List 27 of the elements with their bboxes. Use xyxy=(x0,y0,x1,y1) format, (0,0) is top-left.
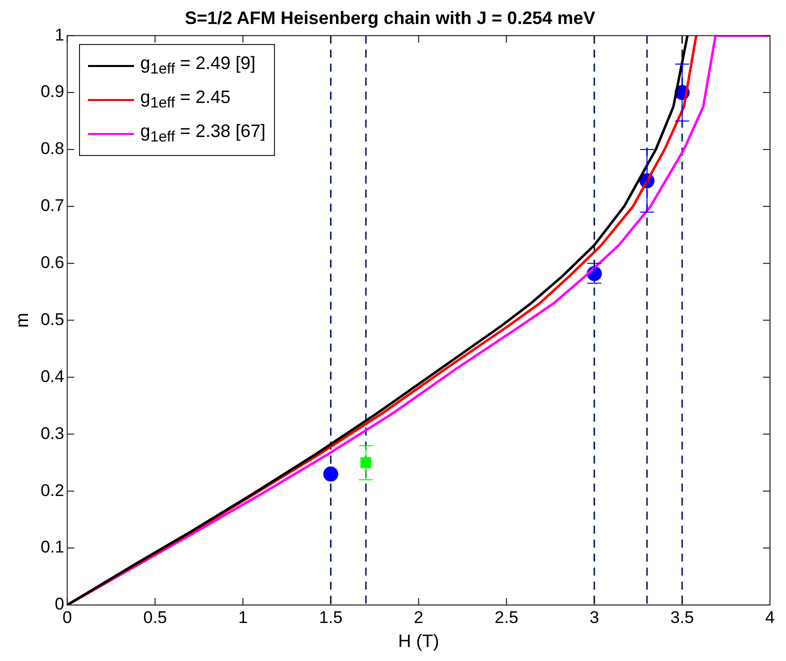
x-tick-label: 1.5 xyxy=(318,608,343,627)
point xyxy=(360,457,372,468)
legend-label: g$_{1eff}$ = 2.45 xyxy=(140,87,231,112)
y-tick-label: 1 xyxy=(54,25,64,44)
y-tick-label: 0.7 xyxy=(40,196,64,216)
y-tick-label: 0.1 xyxy=(40,538,64,557)
y-tick-label: 0.6 xyxy=(40,253,64,272)
y-tick-label: 0.8 xyxy=(40,139,64,158)
y-tick-label: 0.2 xyxy=(40,480,64,500)
chart-title: S=1/2 AFM Heisenberg chain with J = 0.254 meV xyxy=(184,8,596,28)
y-axis-title: m xyxy=(12,312,32,328)
x-tick-label: 3.5 xyxy=(670,608,694,627)
x-tick-label: 3 xyxy=(590,608,600,627)
x-tick-label: 2 xyxy=(414,608,424,627)
y-tick-label: 0.9 xyxy=(40,82,64,102)
legend-label: g$_{1eff}$ = 2.38 [67] xyxy=(140,121,266,146)
point xyxy=(323,466,338,482)
y-tick-label: 0.3 xyxy=(40,424,64,443)
x-tick-label: 0.5 xyxy=(143,608,167,627)
x-tick-label: 1 xyxy=(238,608,248,627)
x-tick-label: 4 xyxy=(765,608,775,627)
y-tick-label: 0.5 xyxy=(40,310,64,329)
y-tick-label: 0.4 xyxy=(40,366,64,386)
y-tick-label: 0 xyxy=(54,594,64,614)
x-axis-title: H (T) xyxy=(398,631,440,652)
legend-label: g$_{1eff}$ = 2.49 [9] xyxy=(140,53,256,78)
x-tick-label: 2.5 xyxy=(494,608,518,627)
